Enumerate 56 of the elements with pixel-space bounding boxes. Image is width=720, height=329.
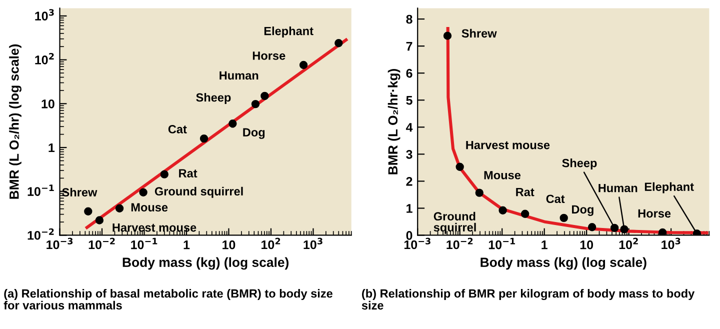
text: (a) Relationship of basal metabolic rate (BMR) to body size for various mammals (4, 289, 332, 310)
annotation: Ground squirrel (434, 212, 476, 234)
x-tick-label: 10$^{−1}$ (131, 238, 158, 250)
annotation: Harvest mouse (112, 223, 196, 232)
annotation: Ground squirrel (154, 186, 243, 198)
x-tick-label: 10$^{2}$ (619, 238, 638, 250)
y-tick-label: 10$^{−1}$ (28, 184, 54, 196)
y-tick-label: 8 (406, 14, 412, 24)
x-tick-label: 10$^{3}$ (304, 238, 322, 250)
annotation: Harvest mouse (466, 140, 550, 150)
annotation: Elephant (264, 26, 314, 38)
annotation: Sheep (562, 158, 597, 170)
x-tick-label: 10 (580, 240, 594, 250)
annotation: Sheep (196, 92, 231, 104)
y-tick-label: 3 (406, 150, 412, 159)
x-tick-label: 10$^{−3}$ (46, 238, 73, 250)
y-axis-title: BMR (L O₂/hr) (log scale) (9, 44, 22, 199)
annotation: Mouse (131, 203, 168, 212)
y-tick-label: 1 (48, 143, 55, 152)
annotation: Cat (546, 194, 565, 204)
y-tick-label: 10$^{2}$ (35, 52, 54, 64)
y-tick-label: 10$^{−2}$ (28, 228, 54, 240)
x-axis-title: Body mass (kg) (log scale) (122, 257, 288, 270)
x-tick-label: 10$^{−1}$ (488, 238, 515, 250)
annotation: Rat (516, 188, 534, 196)
y-tick-label: 2 (406, 176, 412, 186)
y-tick-label: 5 (406, 96, 412, 105)
x-tick-label: 10$^{2}$ (262, 238, 280, 250)
annotation: Human (598, 184, 638, 192)
y-tick-label: 10$^{3}$ (35, 9, 54, 21)
annotation: Horse (638, 209, 671, 218)
x-tick-label: 10$^{3}$ (662, 238, 680, 250)
y-tick-label: 1 (406, 204, 412, 213)
annotation: Elephant (644, 182, 694, 194)
text: (b) Relationship of BMR per kilogram of body mass to body size (362, 289, 695, 310)
y-tick-label: 6 (406, 68, 412, 78)
annotation: Shrew (462, 28, 497, 38)
x-tick-label: 1 (184, 240, 190, 250)
annotation: Dog (572, 205, 594, 216)
y-tick-label: 0 (406, 231, 412, 240)
y-axis-title: BMR (L O₂/hr·kg) (388, 68, 400, 174)
annotation: Shrew (62, 188, 98, 196)
x-tick-label: 10$^{−2}$ (88, 238, 115, 250)
annotation: Rat (179, 169, 198, 178)
y-tick-label: 7 (406, 42, 412, 51)
x-tick-label: 10$^{−2}$ (446, 238, 473, 250)
annotation: Mouse (484, 171, 521, 180)
y-tick-label: 4 (406, 123, 413, 132)
annotation: Cat (168, 125, 187, 134)
y-tick-label: 10 (42, 99, 54, 108)
annotation: Human (220, 71, 258, 80)
x-axis-title: Body mass (kg) (log scale) (480, 257, 646, 270)
annotation: Horse (252, 52, 286, 60)
x-tick-label: 10 (222, 240, 236, 250)
annotation: Dog (243, 128, 265, 139)
x-tick-label: 1 (542, 240, 548, 250)
